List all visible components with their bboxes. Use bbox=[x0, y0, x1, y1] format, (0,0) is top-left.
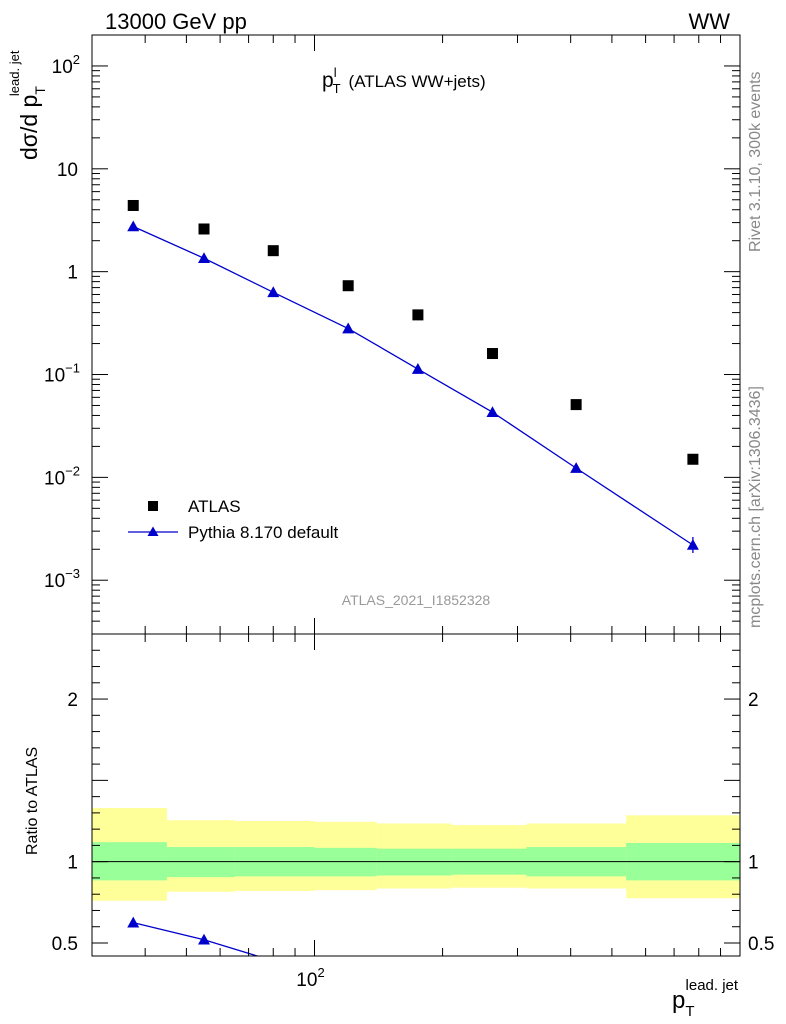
main-title-sup: l bbox=[334, 65, 337, 80]
atlas-point bbox=[198, 223, 210, 235]
ratio-data-marks bbox=[127, 916, 582, 990]
main-title-rest: (ATLAS WW+jets) bbox=[349, 72, 486, 91]
main-ytick-label: 1 bbox=[67, 263, 78, 284]
main-data-marks bbox=[127, 199, 699, 554]
rivet-label: Rivet 3.1.10, 300k events bbox=[747, 71, 764, 252]
mc-point bbox=[411, 363, 424, 374]
ratio-mc-line bbox=[133, 922, 260, 956]
ratio-mc-point bbox=[570, 979, 582, 990]
mc-point bbox=[198, 252, 211, 264]
mc-point bbox=[267, 286, 280, 298]
main-title: pl T (ATLAS WW+jets) bbox=[322, 65, 486, 96]
main-ytick-label: 10 bbox=[57, 160, 78, 181]
ratio-ytick-label-left: 2 bbox=[67, 690, 78, 711]
main-ylabel-main: dσ/d p bbox=[16, 95, 42, 160]
legend-marker-atlas bbox=[148, 501, 158, 511]
mc-point bbox=[686, 539, 699, 550]
ratio-xlabel: pTlead. jet bbox=[672, 977, 739, 1020]
atlas-point bbox=[486, 348, 498, 360]
atlas-point bbox=[687, 453, 699, 465]
main-title-sub: T bbox=[333, 81, 341, 96]
ratio-mc-point bbox=[127, 916, 140, 928]
source-label: mcplots.cern.ch [arXiv:1306.3436] bbox=[747, 386, 764, 628]
xtick-label-exp: 2 bbox=[317, 965, 324, 980]
main-ytick-label-exp: −1 bbox=[65, 361, 80, 376]
atlas-point bbox=[570, 399, 582, 411]
main-ylabel-sub: T bbox=[32, 86, 48, 95]
ratio-ytick-label-right: 1 bbox=[748, 853, 759, 874]
mc-series-line bbox=[132, 225, 694, 546]
main-ytick-label-base: 10 bbox=[44, 468, 65, 489]
xlabel-main: p bbox=[672, 987, 685, 1014]
legend-marker-mc bbox=[147, 526, 159, 536]
main-ytick-label-base: 10 bbox=[44, 366, 65, 387]
ratio-mc-point bbox=[486, 974, 498, 985]
xlabel-sup: lead. jet bbox=[686, 977, 739, 994]
legend-label-atlas: ATLAS bbox=[188, 497, 241, 516]
main-ylabel: dσ/d pTlead. jet bbox=[7, 50, 48, 160]
ratio-mc-point bbox=[412, 970, 424, 981]
legend-label-mc: Pythia 8.170 default bbox=[188, 523, 339, 542]
xlabel-sub: T bbox=[685, 1003, 694, 1020]
main-ytick-label: 10−1 bbox=[44, 361, 80, 387]
energy-label: 13000 GeV pp bbox=[105, 9, 247, 34]
mc-point bbox=[342, 322, 355, 334]
main-ylabel-sup: lead. jet bbox=[7, 50, 22, 96]
ratio-ylabel: Ratio to ATLAS bbox=[24, 747, 41, 855]
ratio-mc-point bbox=[342, 957, 354, 968]
main-ytick-label-base: 10 bbox=[52, 57, 73, 78]
main-ytick-label: 10−2 bbox=[44, 463, 80, 489]
main-ytick-label-exp: 2 bbox=[73, 52, 80, 67]
main-ytick-label: 102 bbox=[52, 52, 80, 78]
ratio-ytick-label-left: 1 bbox=[67, 853, 78, 874]
legend: ATLAS Pythia 8.170 default bbox=[128, 497, 339, 542]
xtick-label: 102 bbox=[296, 965, 324, 991]
mc-point bbox=[486, 406, 499, 418]
main-ytick-label-exp: −3 bbox=[65, 566, 80, 581]
process-label: WW bbox=[688, 9, 730, 34]
analysis-watermark: ATLAS_2021_I1852328 bbox=[342, 592, 491, 608]
main-ytick-label: 10−3 bbox=[44, 566, 80, 592]
ratio-mc-point bbox=[198, 933, 211, 945]
ratio-ytick-label-left: 0.5 bbox=[52, 934, 78, 955]
mc-point bbox=[127, 220, 140, 232]
atlas-point bbox=[342, 280, 354, 292]
ratio-uncertainty-bands bbox=[92, 808, 740, 901]
atlas-point bbox=[412, 309, 424, 321]
main-title-p: p bbox=[322, 69, 334, 92]
ratio-ytick-label-right: 0.5 bbox=[748, 934, 774, 955]
xtick-label-base: 10 bbox=[296, 970, 317, 991]
atlas-point bbox=[267, 245, 279, 257]
atlas-point bbox=[127, 199, 139, 211]
main-ytick-label-base: 10 bbox=[44, 571, 65, 592]
main-plot-frame bbox=[91, 34, 741, 635]
ratio-ytick-label-right: 2 bbox=[748, 690, 759, 711]
main-ytick-label-exp: −2 bbox=[65, 463, 80, 478]
ratio-plot-frame bbox=[91, 633, 741, 957]
mc-point bbox=[570, 462, 583, 473]
